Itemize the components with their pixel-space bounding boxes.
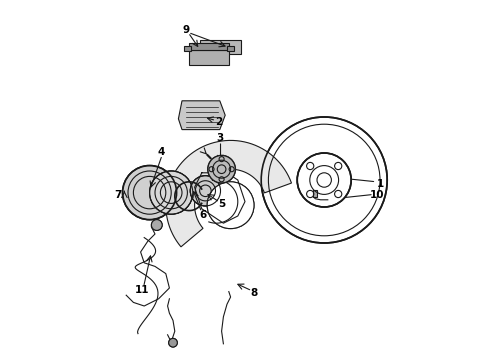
Text: 5: 5 <box>219 199 225 210</box>
Text: 6: 6 <box>199 210 206 220</box>
Bar <box>184 46 191 51</box>
Text: 4: 4 <box>158 147 165 157</box>
Circle shape <box>151 220 162 230</box>
Circle shape <box>208 156 235 183</box>
Circle shape <box>207 182 254 229</box>
Circle shape <box>169 338 177 347</box>
Circle shape <box>261 117 387 243</box>
Text: 1: 1 <box>376 179 384 189</box>
Bar <box>227 46 234 51</box>
Circle shape <box>207 182 254 229</box>
Text: 8: 8 <box>251 288 258 298</box>
Text: 11: 11 <box>134 285 149 295</box>
Circle shape <box>122 166 176 220</box>
Text: 10: 10 <box>370 190 385 200</box>
Circle shape <box>190 176 220 206</box>
Circle shape <box>190 176 220 206</box>
Text: 3: 3 <box>216 133 223 143</box>
Circle shape <box>208 156 235 183</box>
Text: 7: 7 <box>115 190 122 200</box>
Circle shape <box>169 338 177 347</box>
Circle shape <box>297 153 351 207</box>
Text: 9: 9 <box>182 25 190 35</box>
Circle shape <box>122 166 176 220</box>
Polygon shape <box>200 40 242 54</box>
Circle shape <box>151 220 162 230</box>
Circle shape <box>149 171 193 214</box>
Circle shape <box>149 171 193 214</box>
Bar <box>313 190 317 197</box>
Polygon shape <box>189 43 229 50</box>
Polygon shape <box>166 140 292 247</box>
Polygon shape <box>178 101 225 130</box>
Text: 2: 2 <box>216 117 222 127</box>
Polygon shape <box>189 50 229 65</box>
